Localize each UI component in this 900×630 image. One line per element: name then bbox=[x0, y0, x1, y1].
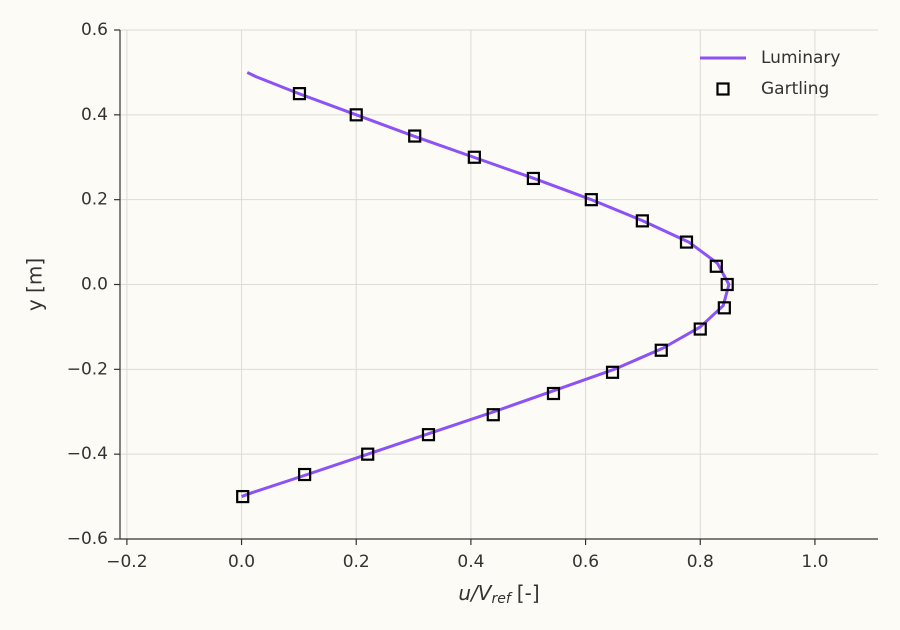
y-tick-label: −0.2 bbox=[67, 359, 108, 379]
marker bbox=[635, 214, 649, 228]
marker bbox=[709, 259, 723, 273]
marker bbox=[654, 343, 668, 357]
x-tick-label: 0.0 bbox=[228, 552, 255, 572]
legend-label: Gartling bbox=[761, 79, 829, 99]
y-tick-label: −0.6 bbox=[67, 529, 108, 549]
x-label-main: u/V bbox=[458, 581, 492, 605]
y-tick-label: 0.6 bbox=[81, 20, 108, 40]
line bbox=[241, 71, 731, 498]
marker bbox=[546, 386, 561, 401]
y-axis-label: y [m] bbox=[23, 258, 47, 311]
marker bbox=[486, 408, 500, 422]
x-tick-label: 0.6 bbox=[572, 552, 599, 572]
x-label-unit: [-] bbox=[517, 581, 540, 605]
marker bbox=[605, 365, 620, 379]
y-tick-label: −0.4 bbox=[67, 444, 108, 464]
marker bbox=[693, 322, 707, 336]
y-tick-label: 0.4 bbox=[81, 105, 108, 125]
x-tick-label: 0.4 bbox=[457, 552, 484, 572]
marker bbox=[467, 150, 481, 164]
marker bbox=[236, 489, 250, 504]
marker bbox=[361, 447, 375, 461]
marker bbox=[292, 87, 307, 101]
legend-marker bbox=[716, 82, 730, 96]
marker bbox=[526, 171, 541, 186]
marker bbox=[349, 108, 363, 122]
marker bbox=[584, 193, 598, 207]
x-tick-label: 0.8 bbox=[687, 552, 714, 572]
x-axis-label: u/Vref [-] bbox=[458, 581, 539, 608]
x-tick-label: 1.0 bbox=[801, 552, 828, 572]
marker bbox=[408, 129, 422, 143]
marker bbox=[720, 277, 734, 292]
marker bbox=[298, 467, 312, 482]
marker bbox=[421, 428, 436, 442]
marker bbox=[717, 301, 731, 315]
x-tick-label: −0.2 bbox=[106, 552, 147, 572]
y-tick-label: 0.2 bbox=[81, 190, 108, 210]
y-tick-label: 0.0 bbox=[81, 275, 108, 295]
x-tick-label: 0.2 bbox=[343, 552, 370, 572]
x-label-sub: ref bbox=[491, 591, 512, 607]
marker bbox=[679, 235, 694, 249]
legend-label: Luminary bbox=[761, 48, 840, 68]
